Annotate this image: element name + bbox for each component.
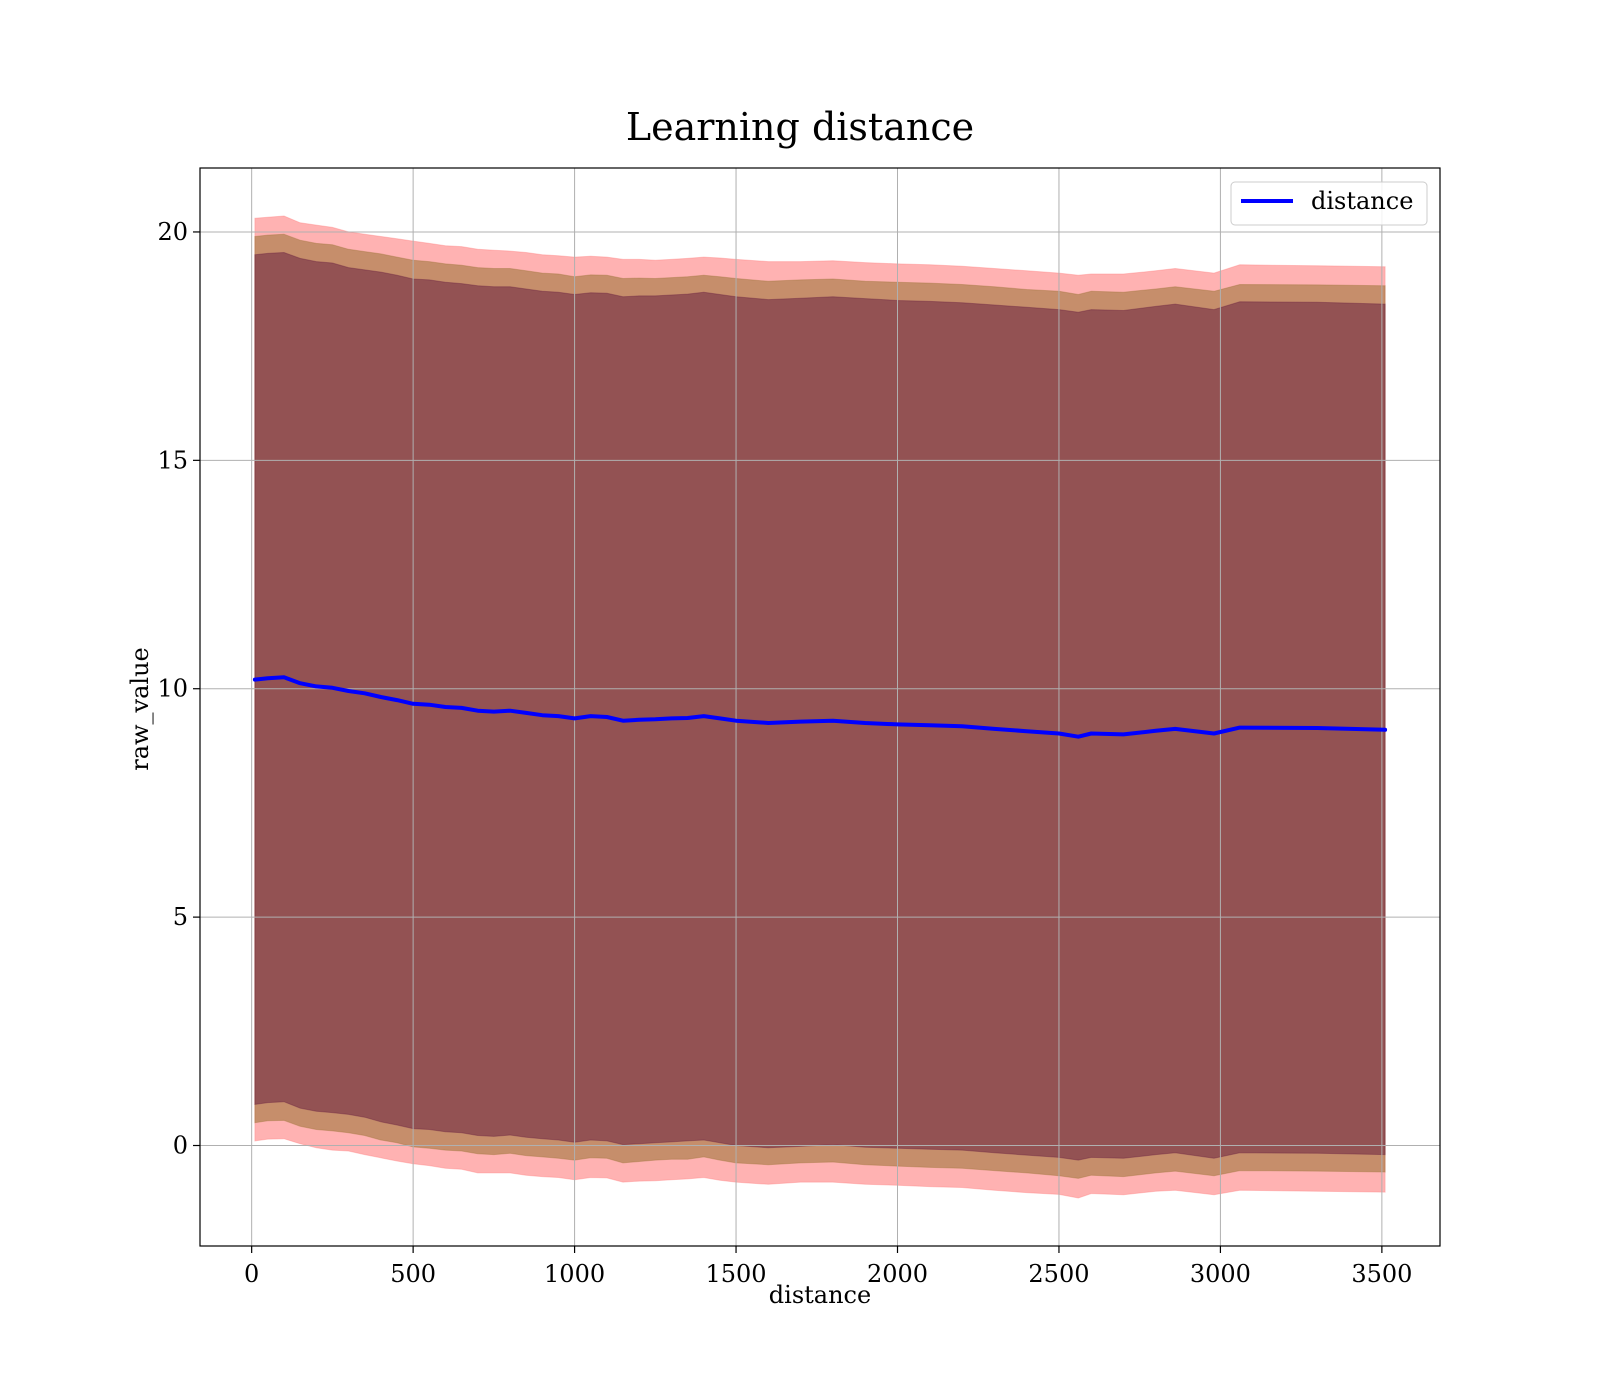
- y-axis-label: raw_value: [126, 647, 154, 771]
- x-tick-label: 3500: [1351, 1260, 1412, 1288]
- chart-title: Learning distance: [626, 105, 974, 149]
- series-line-distance: [252, 675, 1388, 739]
- legend-box: [1230, 181, 1428, 226]
- y-tick-label: 5: [173, 903, 188, 931]
- grid: [200, 168, 1440, 1246]
- x-tick-label: 2000: [867, 1260, 928, 1288]
- y-tick-label: 0: [173, 1132, 188, 1160]
- x-axis-label: distance: [769, 1281, 871, 1309]
- legend: distance: [1230, 181, 1428, 226]
- legend-label: distance: [1311, 187, 1413, 215]
- x-tick-label: 1000: [544, 1260, 605, 1288]
- plot-frame: [199, 167, 1441, 1247]
- y-axis-ticks: 0 5 10 15 20: [157, 218, 200, 1160]
- series-lines: [252, 675, 1388, 739]
- y-tick-label: 10: [157, 675, 188, 703]
- band-inner: [254, 251, 1386, 1161]
- x-tick-label: 2500: [1028, 1260, 1089, 1288]
- x-tick-label: 500: [390, 1260, 436, 1288]
- y-tick-label: 15: [157, 446, 188, 474]
- x-tick-label: 1500: [706, 1260, 767, 1288]
- confidence-bands: [254, 215, 1386, 1199]
- x-axis-ticks: 0 500 1000 1500 2000 2500 3000 3500: [244, 1246, 1412, 1288]
- x-tick-label: 0: [244, 1260, 259, 1288]
- x-tick-label: 3000: [1190, 1260, 1251, 1288]
- y-tick-label: 20: [157, 218, 188, 246]
